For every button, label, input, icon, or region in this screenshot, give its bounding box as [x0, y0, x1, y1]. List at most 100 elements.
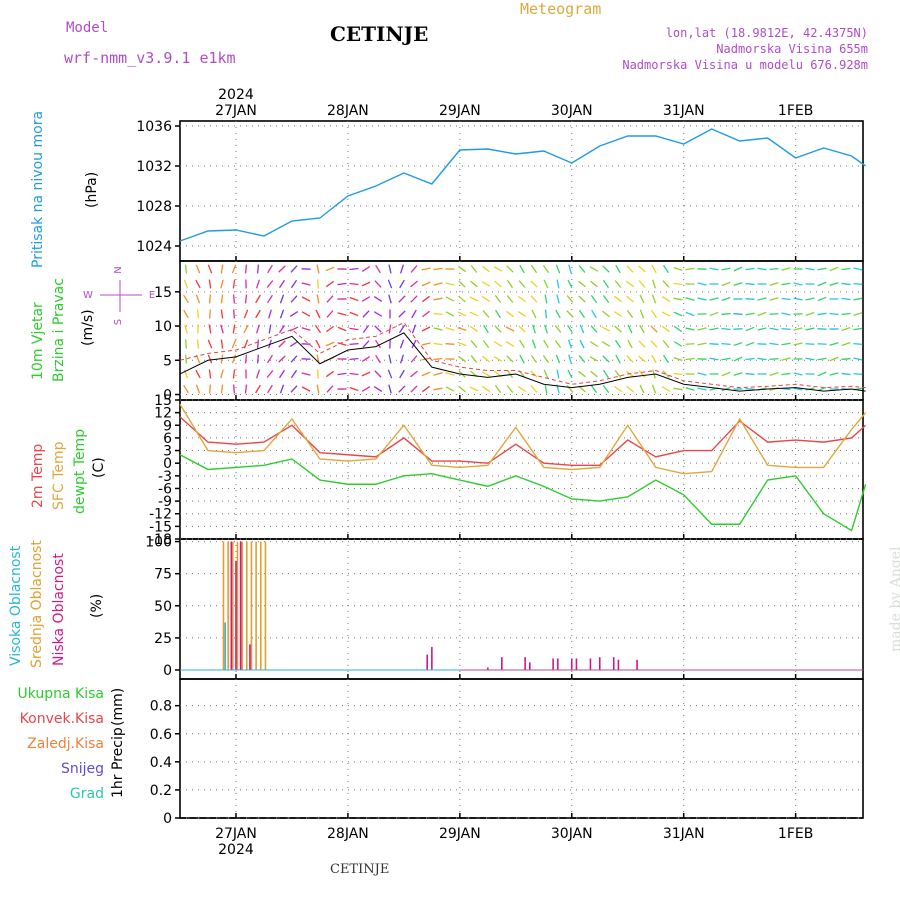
wind-arrow: [349, 327, 359, 331]
wind-arrow: [544, 384, 548, 394]
wind-arrow: [388, 264, 392, 274]
y-tick-label: 0.6: [150, 727, 172, 743]
wind-arrow: [757, 297, 767, 301]
wind-arrow: [555, 309, 561, 319]
wind-arrow: [517, 311, 527, 317]
wind-arrow: [602, 385, 610, 393]
wind-arrow: [601, 341, 611, 347]
wind-label-1: 10m Vjetar: [30, 302, 46, 380]
wind-arrow: [399, 279, 405, 289]
wind-arrow: [519, 354, 525, 364]
wind-arrow: [398, 310, 406, 318]
wind-arrow: [781, 267, 791, 271]
wind-arrow: [195, 369, 201, 379]
wind-arrow: [781, 297, 791, 301]
compass-n: N: [113, 266, 124, 273]
wind-arrow: [208, 324, 212, 334]
cloud-low-label: Niska Oblacnost: [51, 553, 67, 666]
wind-arrow: [817, 343, 827, 345]
wind-arrow: [805, 267, 815, 271]
wind-arrow: [662, 370, 670, 378]
wind-arrow: [494, 294, 502, 304]
x-tick-label-bottom: 29JAN: [439, 826, 481, 842]
wind-arrow: [841, 297, 851, 301]
wind-arrow: [375, 354, 381, 364]
wind-arrow: [410, 355, 418, 363]
wind-arrow: [829, 312, 839, 316]
wind-arrow: [506, 295, 514, 303]
wind-arrow: [290, 279, 298, 289]
wind-arrow: [589, 356, 599, 362]
wind-arrow: [458, 280, 466, 288]
wind-arrow: [805, 311, 815, 317]
wind-arrow: [481, 281, 491, 287]
y-tick-label: 15: [154, 393, 172, 409]
wind-arrow: [781, 357, 791, 361]
wind-arrow: [817, 357, 827, 361]
wind-arrow: [481, 385, 491, 393]
wind-arrow: [532, 324, 536, 334]
x-tick-label-bottom: 30JAN: [551, 826, 593, 842]
wind-arrow: [769, 282, 779, 286]
wind-arrow: [697, 297, 707, 301]
wind-arrow: [721, 343, 731, 345]
wind-arrow: [470, 265, 478, 273]
panel-frame: [179, 260, 864, 401]
wind-arrow: [566, 324, 574, 334]
wind-arrow: [337, 372, 347, 376]
wind-arrow: [626, 265, 634, 273]
wind-arrow: [793, 387, 803, 391]
wind-arrow: [673, 372, 683, 376]
wind-arrow: [542, 354, 550, 364]
wind-arrow: [183, 294, 189, 304]
wind-arrow: [841, 341, 851, 347]
y-tick-label: 50: [154, 599, 172, 615]
wind-arrow: [375, 264, 381, 274]
wind-arrow: [841, 312, 851, 316]
wind-arrow: [733, 312, 743, 316]
wind-arrow: [375, 339, 381, 349]
wind-arrow: [517, 295, 527, 303]
wind-arrow: [410, 265, 418, 273]
page-title: CETINJE: [330, 22, 429, 46]
wind-arrow: [578, 280, 586, 288]
model-label: Model: [66, 20, 109, 36]
wind-arrow: [554, 339, 562, 349]
wind-arrow: [769, 297, 779, 301]
wind-arrow: [494, 325, 502, 333]
wind-arrow: [769, 327, 779, 331]
wind-arrow: [613, 295, 623, 303]
wind-arrow: [374, 280, 382, 288]
wind-arrow: [566, 310, 574, 318]
wind-arrow: [233, 309, 235, 319]
x-tick-label-top: 27JAN: [215, 103, 257, 119]
x-tick-label-bottom: 28JAN: [327, 826, 369, 842]
wind-arrow: [733, 356, 743, 362]
wind-arrow: [519, 264, 525, 274]
wind-arrow: [244, 354, 248, 364]
wind-arrow: [544, 309, 548, 319]
wind-arrow: [279, 384, 285, 394]
wind-arrow: [745, 372, 755, 376]
legend-snow: Snijeg: [60, 761, 104, 777]
wind-arrow: [781, 372, 791, 376]
wind-arrow: [662, 354, 670, 364]
wind-arrow: [255, 279, 261, 289]
wind-arrow: [268, 309, 272, 319]
wind-arrow: [639, 324, 645, 334]
wind-arrow: [301, 327, 311, 331]
wind-arrow: [373, 386, 383, 392]
wind-arrow: [433, 313, 443, 315]
temp-unit: (C): [91, 457, 107, 478]
wind-arrow: [673, 266, 683, 272]
wind-arrow: [626, 355, 634, 363]
wind-arrow: [256, 354, 260, 364]
wind-arrow: [639, 384, 645, 394]
y-tick-label: 0.2: [150, 783, 172, 799]
wind-arrow: [493, 341, 503, 347]
wind-arrow: [639, 294, 645, 304]
wind-arrow: [207, 339, 213, 349]
wind-arrow: [626, 295, 634, 303]
wind-arrow: [231, 339, 237, 349]
wind-arrow: [301, 386, 311, 392]
